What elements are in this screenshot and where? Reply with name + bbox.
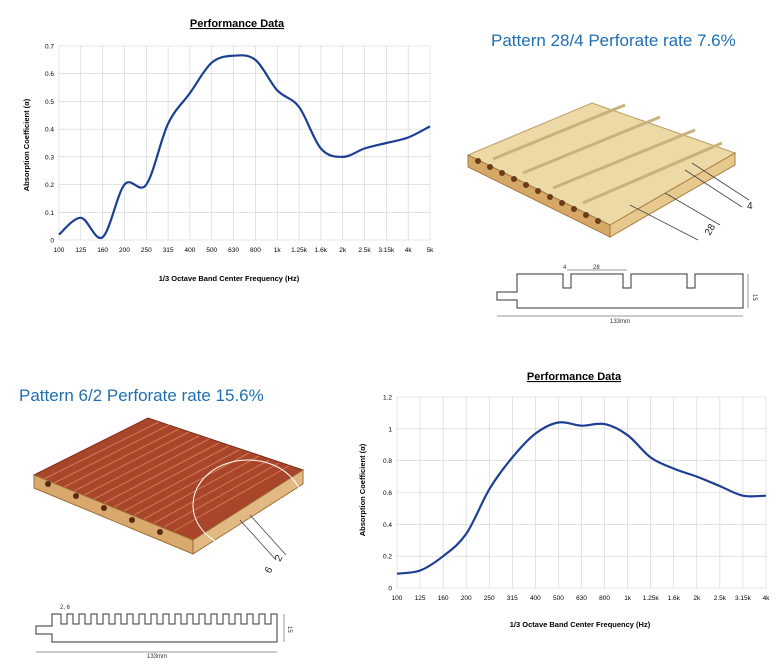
x-tick-label: 4k [763,595,771,602]
dim-pitch-label: 28 [703,222,718,238]
y-tick-label: 1.2 [383,395,392,402]
x-tick-label: 800 [599,595,610,602]
panel-illustration-top: 4 28 [466,102,753,241]
x-tick-label: 630 [228,247,239,254]
x-tick-label: 3.15k [378,247,395,254]
x-tick-label: 125 [75,247,86,254]
absorption-curve [396,421,767,575]
profile-thickness-label: 15 [286,626,292,633]
chart-title: Performance Data [190,18,285,30]
y-tick-label: 0.4 [383,522,392,529]
x-tick-label: 2k [339,247,347,254]
profile-pitch-label: 28 [593,265,600,271]
x-tick-label: 250 [484,595,495,602]
profile-drawing-top: 4 28 133mm 15 [496,265,757,325]
x-tick-label: 1.6k [668,595,681,602]
pattern-bottom-title: Pattern 6/2 Perforate rate 15.6% [19,386,264,405]
x-tick-label: 160 [97,247,108,254]
y-axis-label: Absorption Coefficient (α) [22,98,31,191]
y-tick-label: 0 [50,238,54,245]
x-tick-label: 2.5k [358,247,371,254]
x-tick-label: 200 [461,595,472,602]
chart-grid [396,396,767,589]
x-tick-label: 400 [185,247,196,254]
y-ticks: 0 0.2 0.4 0.6 0.8 1 1.2 [383,395,392,593]
profile-width-label: 133mm [147,654,167,660]
x-tick-label: 1k [274,247,282,254]
x-tick-label: 250 [141,247,152,254]
chart-top: Performance Data 00.10.20.30.40.50.60.7 … [22,18,435,283]
x-tick-label: 800 [250,247,261,254]
x-ticks: 100 125 160 200 250 315 400 500 630 800 1k 1.25k 1.6… [392,595,771,602]
x-tick-label: 1k [624,595,632,602]
profile-drawing-bottom: 2, 6 133mm 15 [35,605,292,660]
y-tick-label: 0.8 [383,458,392,465]
chart-title: Performance Data [527,371,622,383]
y-tick-label: 0.5 [45,99,54,106]
profile-width-label: 133mm [610,319,630,325]
dim-groove-label: 2 [273,553,286,564]
absorption-curve [58,54,431,240]
panel-illustration-bottom: 2 6 [32,417,305,576]
y-tick-label: 0.6 [383,490,392,497]
x-tick-label: 630 [576,595,587,602]
profile-groove-label: 4 [563,265,567,271]
chart-bottom: Performance Data 0 0.2 0.4 0.6 0.8 1 1.2 100 12… [358,371,771,629]
y-tick-label: 0 [388,586,392,593]
x-tick-label: 125 [415,595,426,602]
dim-pitch-label: 6 [263,565,276,576]
x-tick-label: 315 [163,247,174,254]
x-tick-label: 1.6k [315,247,328,254]
comb-profile [35,613,278,643]
y-tick-label: 0.3 [45,154,54,161]
x-tick-label: 100 [54,247,65,254]
x-tick-label: 2.5k [714,595,727,602]
y-tick-label: 0.6 [45,71,54,78]
x-axis-label: 1/3 Octave Band Center Frequency (Hz) [159,274,300,283]
x-tick-label: 5k [427,247,435,254]
y-tick-label: 0.4 [45,127,54,134]
x-tick-label: 1.25k [291,247,308,254]
y-axis-label: Absorption Coefficient (α) [358,443,367,536]
profile-groove-label: 2, 6 [60,605,71,611]
y-tick-label: 0.1 [45,210,54,217]
chart-grid [58,45,431,241]
x-tick-label: 500 [553,595,564,602]
y-tick-label: 0.7 [45,44,54,51]
x-axis-label: 1/3 Octave Band Center Frequency (Hz) [510,620,651,629]
x-tick-label: 200 [119,247,130,254]
x-tick-label: 160 [438,595,449,602]
x-ticks: 100 125 160 200 250 315 400 500 630 800 1k 1.25k 1.6… [54,247,435,254]
profile-thickness-label: 15 [751,294,757,301]
dim-groove-label: 4 [747,201,753,212]
x-tick-label: 100 [392,595,403,602]
x-tick-label: 315 [507,595,518,602]
x-tick-label: 4k [405,247,413,254]
x-tick-label: 1.25k [643,595,660,602]
y-tick-label: 1 [388,426,392,433]
y-tick-label: 0.2 [45,182,54,189]
x-tick-label: 3.15k [735,595,752,602]
pattern-top-title: Pattern 28/4 Perforate rate 7.6% [491,31,736,50]
x-tick-label: 500 [206,247,217,254]
x-tick-label: 2k [693,595,701,602]
x-tick-label: 400 [530,595,541,602]
y-tick-label: 0.2 [383,554,392,561]
y-ticks: 0 0.1 0.2 0.3 0.4 0.5 0.6 0.7 [45,44,54,245]
